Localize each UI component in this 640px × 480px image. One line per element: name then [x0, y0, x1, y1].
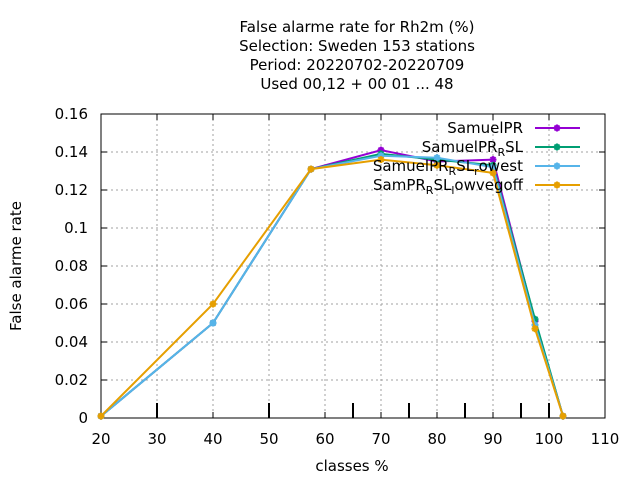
x-tick-label: 40 [203, 430, 222, 448]
y-tick-label: 0.14 [55, 143, 88, 161]
x-tick-labels: 20 30 40 50 60 70 80 90 100 110 [91, 430, 619, 448]
data-point [209, 319, 217, 327]
x-tick-label: 20 [91, 430, 110, 448]
data-point [97, 412, 105, 420]
legend-label: SamPRRSLlowvegoff [373, 176, 524, 197]
series-4 [97, 156, 567, 420]
legend-label: SamuelPRRSLrowest [373, 157, 523, 178]
data-point [433, 161, 441, 169]
x-axis-label: classes % [315, 457, 388, 475]
data-point [531, 325, 539, 333]
chart-subtitle-period: Period: 20220702-20220709 [250, 56, 465, 74]
y-axis-label: False alarme rate [7, 201, 25, 331]
chart-subtitle-used: Used 00,12 + 00 01 ... 48 [260, 75, 453, 93]
y-tick-label: 0.16 [55, 105, 88, 123]
legend-label: SamuelPRRSL [422, 138, 524, 159]
data-point [433, 154, 441, 162]
chart-title-line: False alarme rate for Rh2m (%) [240, 18, 475, 36]
data-point [307, 165, 315, 173]
x-tick-label: 80 [427, 430, 446, 448]
y-tick-labels: 0 0.02 0.04 0.06 0.08 0.1 0.12 0.14 0.16 [55, 105, 88, 427]
y-tick-label: 0 [78, 409, 88, 427]
legend-item: SamPRRSLlowvegoff [373, 176, 580, 197]
y-tick-label: 0.08 [55, 257, 88, 275]
x-tick-label: 70 [371, 430, 390, 448]
data-point [489, 169, 497, 177]
data-point [209, 300, 217, 308]
y-tick-label: 0.12 [55, 181, 88, 199]
legend-item: SamuelPRRSLrowest [373, 157, 580, 178]
chart-subtitle-selection: Selection: Sweden 153 stations [239, 37, 475, 55]
x-tick-label: 60 [315, 430, 334, 448]
x-tick-label: 30 [147, 430, 166, 448]
x-tick-label: 90 [483, 430, 502, 448]
legend: SamuelPRSamuelPRRSLSamuelPRRSLrowestSamP… [373, 119, 580, 197]
x-tick-label: 100 [535, 430, 564, 448]
y-tick-label: 0.04 [55, 333, 88, 351]
legend-item: SamuelPRRSL [422, 138, 580, 159]
series-line [100, 154, 564, 417]
chart-title: False alarme rate for Rh2m (%) Selection… [239, 18, 475, 93]
x-tick-label: 50 [259, 430, 278, 448]
series-group [97, 146, 567, 420]
legend-item: SamuelPR [447, 119, 580, 137]
data-point [559, 412, 567, 420]
y-tick-label: 0.02 [55, 371, 88, 389]
legend-label: SamuelPR [447, 119, 523, 137]
series-line [100, 158, 564, 417]
marker-ticks [156, 403, 550, 418]
data-point [377, 156, 385, 164]
y-tick-label: 0.06 [55, 295, 88, 313]
x-tick-label: 110 [591, 430, 620, 448]
y-tick-label: 0.1 [64, 219, 88, 237]
